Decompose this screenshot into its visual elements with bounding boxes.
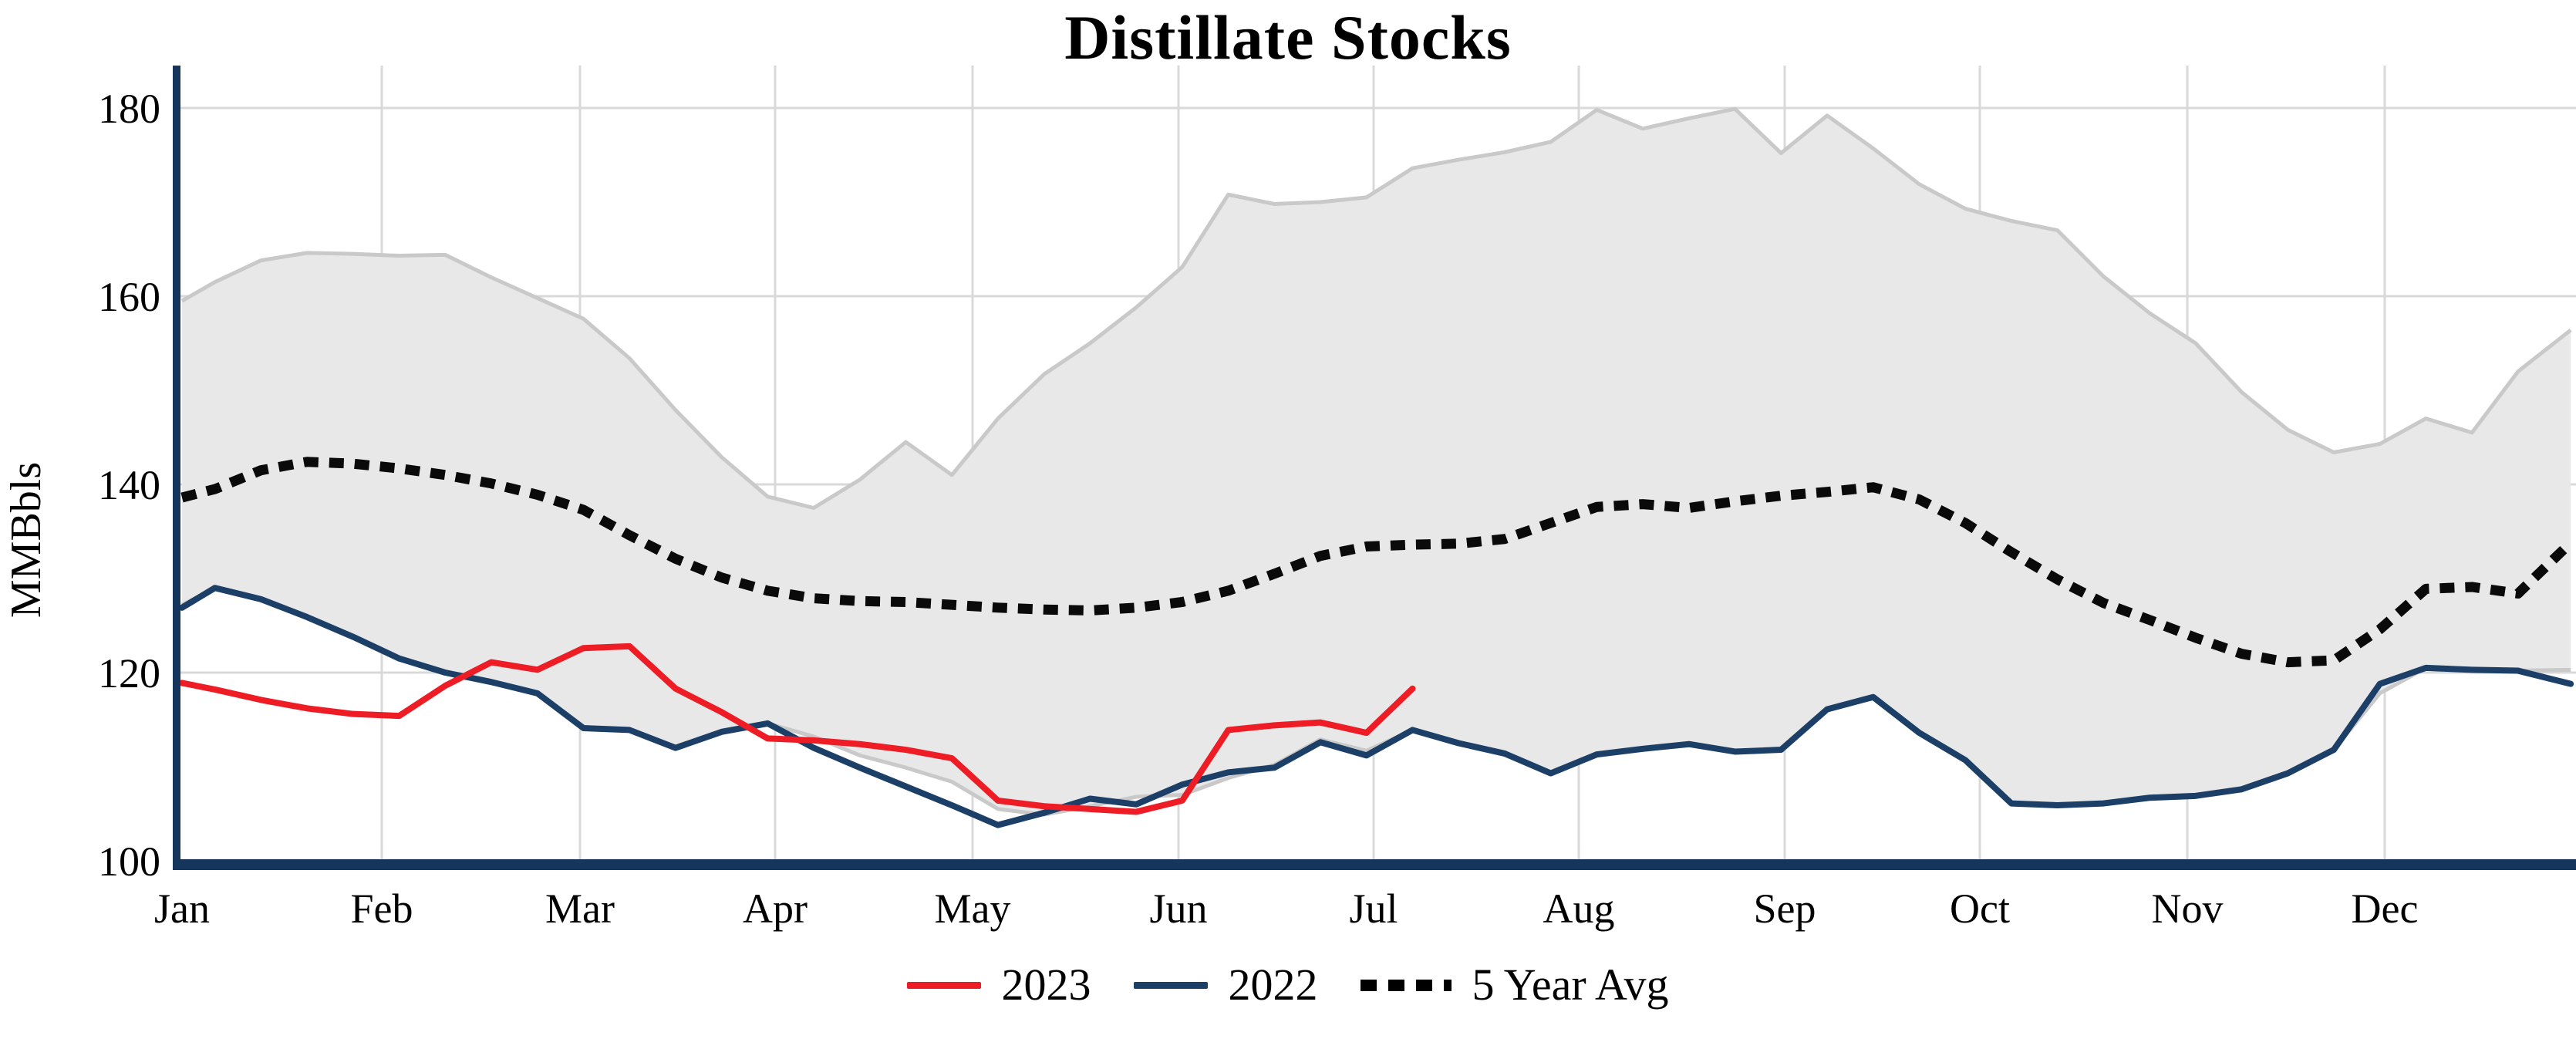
x-tick-label-jan: Jan bbox=[154, 885, 210, 932]
x-tick-label-oct: Oct bbox=[1950, 885, 2010, 932]
series-line-5-year-avg bbox=[180, 457, 2574, 668]
legend-2022-label: 2022 bbox=[1228, 960, 1318, 1010]
y-tick-label-100: 100 bbox=[98, 838, 160, 885]
legend-2023-line-icon bbox=[907, 981, 982, 989]
legend-item-2022: 2022 bbox=[1134, 963, 1317, 1007]
y-tick-label-140: 140 bbox=[98, 462, 160, 508]
x-tick-label-apr: Apr bbox=[743, 885, 808, 932]
series-line-2022 bbox=[179, 585, 2574, 828]
y-axis-label: MMBbls bbox=[2, 462, 50, 618]
x-tick-label-dec: Dec bbox=[2352, 885, 2419, 932]
x-tick-label-aug: Aug bbox=[1543, 885, 1615, 932]
x-tick-label-nov: Nov bbox=[2152, 885, 2224, 932]
legend-5yr-avg-label: 5 Year Avg bbox=[1472, 960, 1669, 1010]
y-tick-label-180: 180 bbox=[98, 86, 160, 132]
y-tick-label-160: 160 bbox=[98, 274, 160, 320]
five-year-range-band bbox=[182, 109, 2571, 815]
legend-item-2023: 2023 bbox=[907, 963, 1091, 1007]
legend-5yr-avg-dotted-icon bbox=[1360, 979, 1452, 991]
x-tick-label-jul: Jul bbox=[1349, 885, 1398, 932]
x-tick-label-jun: Jun bbox=[1149, 885, 1207, 932]
y-tick-label-120: 120 bbox=[98, 650, 160, 697]
x-tick-label-sep: Sep bbox=[1754, 885, 1816, 932]
chart-title: Distillate Stocks bbox=[1064, 2, 1512, 73]
legend-2022-line-icon bbox=[1134, 981, 1209, 989]
band-top-edge bbox=[180, 106, 2572, 510]
legend-2023-label: 2023 bbox=[1001, 960, 1091, 1010]
x-tick-label-mar: Mar bbox=[545, 885, 615, 932]
series-line-2023 bbox=[179, 643, 1416, 815]
chart-legend: 2023 2022 5 Year Avg bbox=[0, 963, 2576, 1007]
x-tick-label-feb: Feb bbox=[351, 885, 413, 932]
x-tick-label-may: May bbox=[935, 885, 1011, 932]
legend-item-5yr-avg: 5 Year Avg bbox=[1360, 960, 1669, 1010]
